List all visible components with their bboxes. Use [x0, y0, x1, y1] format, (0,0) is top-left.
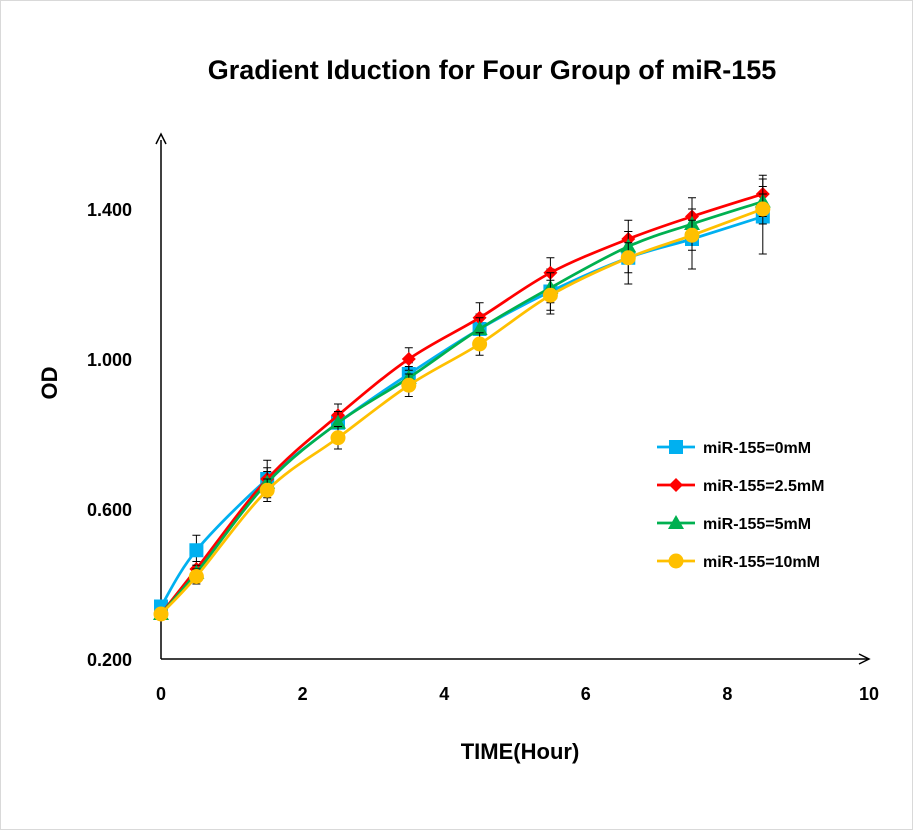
- x-tick-label: 6: [581, 684, 591, 704]
- data-point: [189, 543, 204, 558]
- x-tick-label: 10: [859, 684, 879, 704]
- legend: miR-155=0mM miR-155=2.5mM miR-155=5mM miR-1…: [657, 440, 824, 571]
- x-axis-arrow: [858, 653, 871, 665]
- x-tick-label: 4: [439, 684, 449, 704]
- legend-marker: [669, 478, 683, 492]
- series-line: [159, 200, 764, 615]
- y-tick-label: 1.000: [87, 350, 132, 370]
- series-4: [153, 193, 771, 622]
- data-point: [620, 250, 636, 266]
- legend-marker: [668, 553, 684, 569]
- data-point: [471, 321, 488, 335]
- y-axis-arrow: [155, 132, 167, 145]
- legend-marker: [669, 440, 683, 454]
- legend-item: miR-155=5mM: [657, 515, 811, 533]
- data-point: [330, 414, 346, 429]
- data-point: [188, 569, 204, 584]
- x-axis-title: TIME(Hour): [461, 739, 580, 764]
- series-line: [159, 192, 764, 615]
- axes: 0 2 4 6 8 10 0.200 0.600 1.000 1.400: [87, 132, 879, 704]
- plot-series: [153, 174, 771, 622]
- legend-item: miR-155=10mM: [657, 553, 820, 571]
- data-point: [472, 336, 488, 352]
- data-point: [542, 287, 558, 303]
- legend-item: miR-155=0mM: [657, 440, 811, 457]
- y-tick-label: 0.200: [87, 650, 132, 670]
- x-tick-label: 2: [298, 684, 308, 704]
- data-point: [259, 482, 275, 498]
- data-point: [684, 227, 700, 243]
- legend-label: miR-155=0mM: [703, 440, 811, 457]
- y-tick-label: 0.600: [87, 500, 132, 520]
- legend-label: miR-155=2.5mM: [703, 478, 824, 495]
- y-tick-label: 1.400: [87, 200, 132, 220]
- legend-label: miR-155=5mM: [703, 516, 811, 533]
- legend-marker: [668, 515, 684, 529]
- data-point: [401, 352, 416, 366]
- x-tick-label: 8: [722, 684, 732, 704]
- y-axis-title: OD: [37, 367, 62, 400]
- data-point: [401, 377, 417, 393]
- chart-title: Gradient Iduction for Four Group of miR-…: [208, 55, 777, 85]
- legend-label: miR-155=10mM: [703, 554, 820, 571]
- x-tick-label: 0: [156, 684, 166, 704]
- series-line: [159, 215, 764, 608]
- series-line: [160, 207, 764, 615]
- series-1: [154, 178, 770, 614]
- legend-item: miR-155=2.5mM: [657, 478, 824, 495]
- data-point: [755, 201, 771, 217]
- data-point: [153, 606, 169, 622]
- data-point: [330, 430, 346, 446]
